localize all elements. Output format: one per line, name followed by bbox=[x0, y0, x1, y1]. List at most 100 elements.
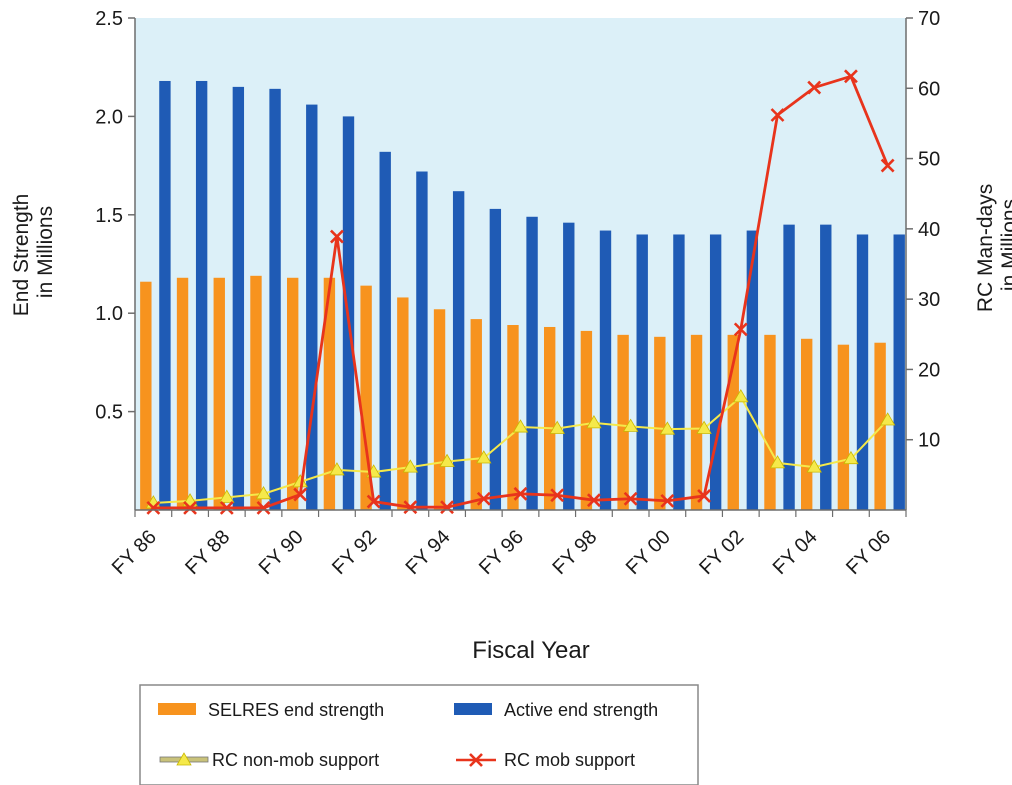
legend-swatch-active bbox=[454, 703, 492, 715]
point-mob bbox=[550, 488, 565, 503]
bar-selres bbox=[213, 277, 225, 510]
legend-label-selres: SELRES end strength bbox=[208, 700, 384, 720]
bars bbox=[140, 80, 905, 511]
point-nonmob bbox=[402, 459, 419, 473]
x-marker-stroke bbox=[403, 500, 418, 515]
point-nonmob bbox=[769, 455, 786, 469]
point-nonmob bbox=[733, 389, 749, 403]
x-marker-stroke bbox=[660, 493, 675, 508]
x-marker-stroke bbox=[440, 500, 454, 515]
series-lines bbox=[145, 69, 896, 515]
bar-active bbox=[195, 80, 208, 510]
point-nonmob bbox=[255, 486, 272, 500]
bar-active bbox=[820, 224, 832, 510]
right-tick-label: 70 bbox=[918, 8, 940, 30]
bar-selres bbox=[764, 334, 776, 510]
point-mob bbox=[440, 500, 454, 515]
left-tick-label: 0.5 bbox=[95, 402, 123, 424]
point-mob bbox=[623, 491, 638, 506]
bar-active bbox=[893, 234, 905, 511]
bar-active bbox=[232, 86, 245, 510]
bar-selres bbox=[433, 309, 446, 510]
point-nonmob bbox=[329, 462, 345, 476]
bar-selres bbox=[690, 334, 703, 510]
bar-selres bbox=[654, 336, 666, 510]
x-marker-stroke bbox=[146, 500, 161, 515]
bar-active bbox=[526, 216, 538, 510]
x-tick-label: FY 90 bbox=[255, 526, 308, 579]
point-mob bbox=[183, 500, 197, 515]
left-axis-title: End Strength in Millions bbox=[10, 188, 57, 316]
x-marker-stroke bbox=[219, 500, 234, 515]
x-marker-stroke bbox=[469, 753, 483, 767]
right-tick-label: 40 bbox=[918, 219, 940, 241]
x-tick-label: FY 00 bbox=[622, 526, 675, 579]
point-mob bbox=[476, 491, 491, 506]
x-tick-label: FY 92 bbox=[328, 526, 381, 579]
bar-active bbox=[159, 80, 171, 510]
x-marker-stroke bbox=[476, 491, 491, 506]
point-nonmob bbox=[843, 450, 859, 465]
x-tick-label: FY 88 bbox=[181, 526, 234, 579]
bar-selres bbox=[140, 281, 152, 510]
left-tick-label: 2.0 bbox=[95, 106, 123, 128]
x-marker-stroke bbox=[807, 80, 822, 95]
point-nonmob bbox=[622, 418, 639, 432]
x-marker-stroke bbox=[183, 500, 197, 515]
bar-active bbox=[746, 230, 759, 510]
point-mob bbox=[807, 80, 822, 95]
right-tick-label: 30 bbox=[918, 289, 940, 311]
bar-active bbox=[489, 208, 502, 510]
legend-marker-mob bbox=[456, 753, 496, 767]
bar-selres bbox=[470, 319, 482, 510]
point-nonmob bbox=[586, 415, 602, 429]
legend: SELRES end strength Active end strength … bbox=[139, 684, 699, 785]
x-marker-stroke bbox=[844, 69, 858, 84]
legend-label-mob: RC mob support bbox=[504, 750, 635, 770]
left-axis-ticks: 0.5 1.0 1.5 2.0 2.5 bbox=[95, 8, 135, 424]
point-nonmob bbox=[696, 420, 712, 434]
x-tick-label: FY 04 bbox=[769, 526, 822, 579]
bar-selres bbox=[617, 334, 629, 510]
bar-selres bbox=[250, 275, 262, 510]
x-tick-label: FY 06 bbox=[842, 526, 895, 579]
point-nonmob bbox=[476, 450, 492, 464]
x-axis-title: Fiscal Year bbox=[472, 637, 589, 664]
legend-box bbox=[139, 684, 699, 785]
bar-active bbox=[673, 234, 685, 511]
bar-selres bbox=[323, 277, 336, 510]
bar-selres bbox=[286, 277, 299, 510]
x-marker-stroke bbox=[293, 487, 308, 502]
point-mob bbox=[256, 500, 271, 515]
bar-selres bbox=[176, 277, 189, 510]
bar-active bbox=[452, 191, 465, 510]
point-mob bbox=[770, 108, 785, 122]
right-tick-label: 20 bbox=[918, 359, 940, 381]
bar-selres bbox=[543, 326, 556, 510]
x-marker-stroke bbox=[366, 494, 381, 509]
point-nonmob bbox=[512, 419, 529, 433]
point-mob bbox=[146, 500, 161, 515]
bar-selres bbox=[800, 338, 813, 510]
bar-selres bbox=[507, 325, 519, 510]
legend-label-nonmob: RC non-mob support bbox=[212, 750, 379, 770]
x-marker-stroke bbox=[623, 491, 638, 506]
point-nonmob bbox=[659, 421, 676, 435]
x-tick-label: FY 94 bbox=[402, 526, 455, 579]
bar-active bbox=[599, 230, 612, 510]
bar-active bbox=[856, 234, 869, 511]
point-mob bbox=[330, 229, 344, 244]
bar-selres bbox=[727, 334, 739, 510]
bar-selres bbox=[874, 342, 886, 510]
bar-selres bbox=[397, 297, 409, 510]
point-mob bbox=[660, 493, 675, 508]
point-nonmob bbox=[219, 489, 235, 503]
bar-active bbox=[416, 171, 428, 510]
x-marker-stroke bbox=[770, 108, 785, 122]
bar-active bbox=[269, 88, 281, 511]
legend-marker-nonmob bbox=[159, 752, 209, 766]
x-tick-label: FY 96 bbox=[475, 526, 528, 579]
bar-selres bbox=[837, 344, 850, 510]
plot-area bbox=[134, 18, 907, 515]
point-nonmob bbox=[879, 412, 896, 426]
